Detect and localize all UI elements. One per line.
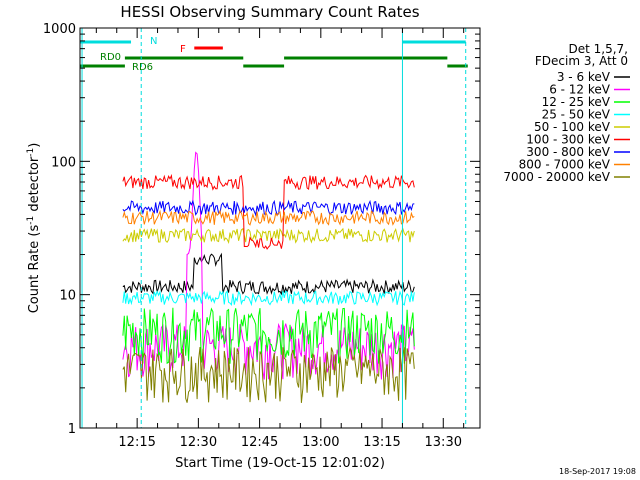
- annotation-label: RD6: [132, 62, 153, 73]
- legend-label: 12 - 25 keV: [542, 95, 611, 109]
- annotation-label: N: [150, 36, 157, 47]
- legend-header-2: FDecim 3, Att 0: [535, 54, 628, 68]
- footer-date: 18-Sep-2017 19:08: [559, 467, 636, 476]
- x-tick-label: 13:15: [363, 435, 400, 450]
- overlay-layer: [80, 28, 468, 428]
- legend-label: 100 - 300 keV: [526, 133, 610, 147]
- series-line: [122, 345, 415, 403]
- legend-label: 800 - 7000 keV: [519, 158, 611, 172]
- series-line: [122, 227, 415, 244]
- y-axis: 1 10 100 1000: [43, 22, 480, 437]
- y-tick-label: 100: [51, 155, 76, 170]
- series-line: [122, 290, 415, 307]
- plot-frame: [79, 27, 481, 429]
- y-axis-label-main: Count Rate (s: [27, 225, 42, 314]
- y-axis-label-end: ): [27, 143, 42, 148]
- series-line: [122, 199, 415, 217]
- plot-area: [79, 27, 481, 429]
- y-axis-label-mid: detector: [27, 156, 42, 216]
- x-tick-label: 13:00: [302, 435, 339, 450]
- x-tick-label: 12:45: [241, 435, 278, 450]
- annotation-label: RD0: [100, 52, 121, 63]
- series-layer: [122, 151, 415, 403]
- y-axis-label-sup2: -1: [26, 148, 36, 157]
- x-tick-label: 13:30: [425, 435, 462, 450]
- y-tick-label: 1000: [43, 22, 76, 37]
- series-line: [122, 252, 415, 296]
- y-axis-label-sup1: -1: [26, 216, 36, 225]
- y-tick-label: 10: [59, 289, 76, 304]
- annotation-label: F: [180, 44, 186, 55]
- legend-label: 300 - 800 keV: [526, 145, 610, 159]
- y-tick-label: 1: [68, 422, 76, 437]
- series-line: [122, 173, 415, 250]
- legend-label: 50 - 100 keV: [534, 120, 611, 134]
- legend-header-1: Det 1,5,7,: [569, 42, 629, 56]
- x-tick-label: 12:15: [118, 435, 155, 450]
- legend-label: 3 - 6 keV: [557, 70, 611, 84]
- y-axis-label: Count Rate (s-1 detector-1): [26, 143, 42, 314]
- legend-label: 6 - 12 keV: [549, 83, 611, 97]
- series-line: [122, 209, 415, 226]
- x-axis: 12:15 12:30 12:45 13:00 13:15 13:30: [95, 28, 465, 450]
- series-line: [122, 151, 415, 380]
- legend-label: 25 - 50 keV: [542, 108, 611, 122]
- x-tick-label: 12:30: [180, 435, 217, 450]
- chart-title: HESSI Observing Summary Count Rates: [120, 3, 419, 21]
- legend-label: 7000 - 20000 keV: [503, 170, 610, 184]
- series-line: [122, 307, 415, 365]
- x-axis-label: Start Time (19-Oct-15 12:01:02): [175, 456, 385, 471]
